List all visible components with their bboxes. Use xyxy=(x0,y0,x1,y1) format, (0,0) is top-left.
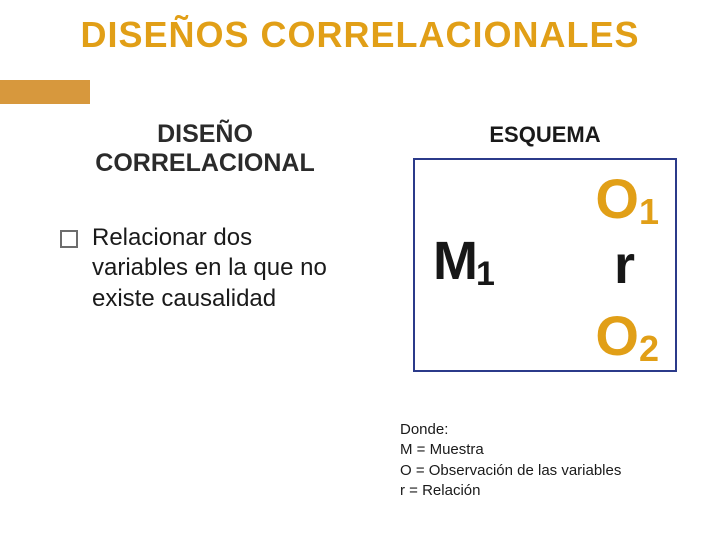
right-column: ESQUEMA M1 O1 r O2 xyxy=(400,122,690,372)
subheading-line1: DISEÑO xyxy=(60,120,350,149)
subheading: DISEÑO CORRELACIONAL xyxy=(60,120,350,178)
bullet-text: Relacionar dos variables en la que no ex… xyxy=(92,223,350,315)
m-label: M xyxy=(433,231,476,291)
o1-sub: 1 xyxy=(639,191,659,232)
esquema-label: ESQUEMA xyxy=(400,122,690,148)
slide: DISEÑOS CORRELACIONALES DISEÑO CORRELACI… xyxy=(0,0,720,540)
symbol-r: r xyxy=(614,234,635,296)
legend-o: O = Observación de las variables xyxy=(400,461,700,481)
symbol-o2: O2 xyxy=(595,303,659,368)
o2-sub: 2 xyxy=(639,328,659,369)
legend: Donde: M = Muestra O = Observación de la… xyxy=(400,420,700,501)
accent-bar xyxy=(0,80,90,104)
subheading-line2: CORRELACIONAL xyxy=(60,149,350,178)
bullet-icon xyxy=(60,230,78,248)
legend-m: M = Muestra xyxy=(400,440,700,460)
m-sub: 1 xyxy=(476,255,493,293)
symbol-m1: M1 xyxy=(433,230,493,292)
legend-r: r = Relación xyxy=(400,481,700,501)
symbol-o1: O1 xyxy=(595,166,659,231)
left-column: DISEÑO CORRELACIONAL Relacionar dos vari… xyxy=(60,120,350,315)
bullet-row: Relacionar dos variables en la que no ex… xyxy=(60,223,350,315)
o2-label: O xyxy=(595,304,639,367)
scheme-box: M1 O1 r O2 xyxy=(413,158,677,372)
o1-label: O xyxy=(595,167,639,230)
legend-donde: Donde: xyxy=(400,420,700,440)
slide-title: DISEÑOS CORRELACIONALES xyxy=(40,14,680,56)
